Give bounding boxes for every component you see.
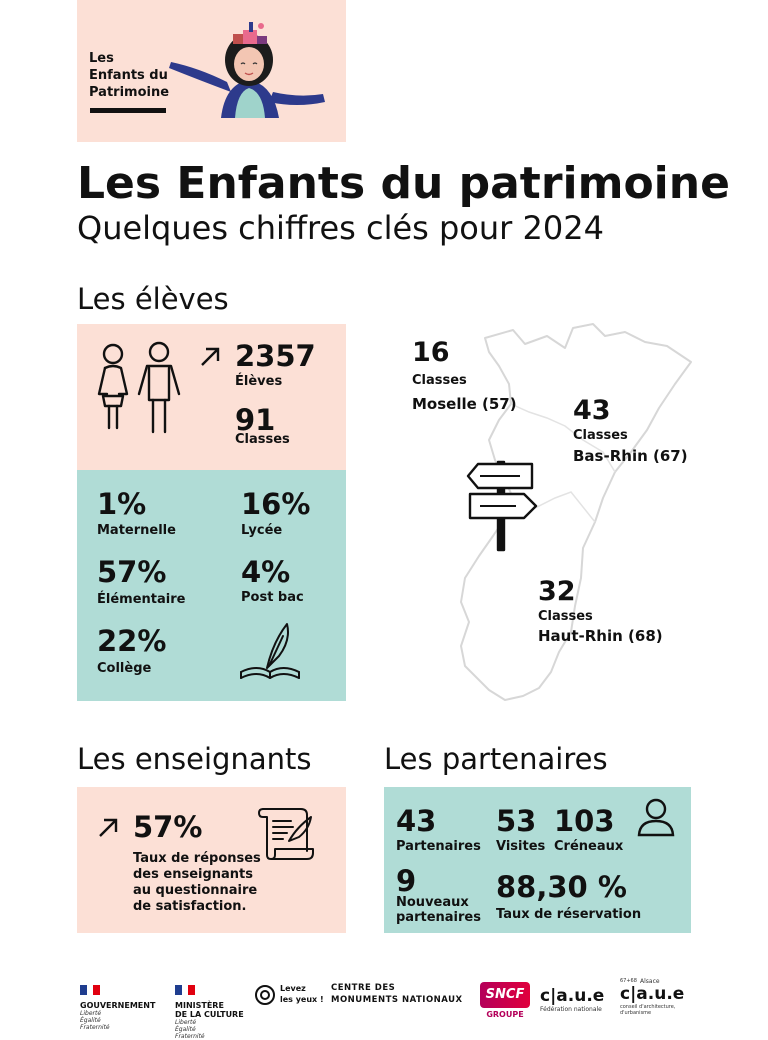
logo-text: Les Enfants du Patrimoine	[89, 50, 169, 101]
level-label-college: Collège	[97, 661, 152, 676]
logo-line: Enfants du	[89, 68, 168, 83]
child-illustration-icon	[169, 22, 325, 118]
caue-alsace-name: c|a.u.e	[620, 984, 685, 1004]
page-title: Les Enfants du patrimoine	[77, 158, 730, 209]
levez-line: les yeux !	[280, 995, 324, 1004]
slots-count: 103	[554, 804, 615, 838]
teachers-desc-line: au questionnaire	[133, 883, 258, 898]
motto-line: Égalité	[80, 1017, 101, 1024]
ministere-name: DE LA CULTURE	[175, 1010, 244, 1019]
partenaires-heading: Les partenaires	[384, 742, 608, 776]
bas-rhin-dept-label: Bas-Rhin (67)	[573, 447, 688, 465]
bas-rhin-count: 43	[573, 395, 611, 426]
teachers-desc-line: de satisfaction.	[133, 899, 247, 914]
enseignants-heading: Les enseignants	[77, 742, 312, 776]
motto-line: Fraternité	[175, 1033, 205, 1040]
sncf-name: SNCF	[480, 982, 530, 1008]
cmn-logo: CENTRE DES MONUMENTS NATIONAUX	[331, 984, 471, 1008]
classes-count: 91	[235, 403, 276, 437]
levez-les-yeux-logo: Levez les yeux !	[254, 982, 324, 1008]
eleves-summary-card: 2357 Élèves 91 Classes	[77, 324, 346, 470]
ministere-culture-logo: MINISTÈRE DE LA CULTURE Liberté Égalité …	[175, 980, 245, 1040]
motto-line: Liberté	[175, 1019, 197, 1026]
cmn-line: MONUMENTS NATIONAUX	[331, 995, 463, 1005]
caue-alsace-sub: d'urbanisme	[620, 1010, 652, 1016]
teachers-desc-line: Taux de réponses	[133, 851, 261, 866]
teachers-desc-line: des enseignants	[133, 867, 254, 882]
school-levels-card: 1% Maternelle 16% Lycée 57% Élémentaire …	[77, 470, 346, 701]
booking-rate-label: Taux de réservation	[496, 907, 642, 922]
caue-name: c|a.u.e	[540, 986, 605, 1006]
booking-rate: 88,30 %	[496, 870, 627, 904]
haut-rhin-classes-label: Classes	[538, 609, 593, 624]
logo-line: Patrimoine	[89, 85, 170, 100]
visits-label: Visites	[496, 839, 546, 854]
caue-sub: Fédération nationale	[540, 1006, 602, 1013]
cmn-line: CENTRE DES	[331, 983, 396, 993]
eye-circle-icon	[255, 985, 275, 1005]
moselle-classes-label: Classes	[412, 373, 467, 388]
level-value-post-bac: 4%	[241, 555, 291, 589]
motto-line: Fraternité	[80, 1024, 110, 1031]
signpost-icon	[466, 460, 538, 552]
new-partners-count: 9	[396, 864, 417, 898]
level-value-elementaire: 57%	[97, 555, 167, 589]
eleves-heading: Les élèves	[77, 282, 229, 316]
logo-underline	[90, 108, 166, 113]
level-value-maternelle: 1%	[97, 487, 147, 521]
book-quill-icon	[240, 623, 300, 679]
moselle-count: 16	[412, 337, 450, 368]
sncf-logo: SNCF GROUPE	[480, 982, 530, 1020]
caue-alsace-top: Alsace	[640, 978, 660, 985]
motto-line: Liberté	[80, 1010, 102, 1017]
level-label-post-bac: Post bac	[241, 590, 304, 605]
ministere-name: MINISTÈRE	[175, 1001, 224, 1010]
caue-alsace-sub: conseil d'architecture,	[620, 1004, 676, 1010]
caue-alsace-logo: 67+68 Alsace c|a.u.e conseil d'architect…	[620, 978, 698, 1024]
partenaires-card: 43 Partenaires 53 Visites 103 Créneaux 9…	[384, 787, 691, 933]
level-label-maternelle: Maternelle	[97, 523, 176, 538]
slots-label: Créneaux	[554, 839, 624, 854]
new-partners-label: Nouveaux	[396, 895, 469, 910]
motto-line: Égalité	[175, 1026, 196, 1033]
classes-label: Classes	[235, 432, 290, 447]
visits-count: 53	[496, 804, 537, 838]
teachers-description: Taux de réponses des enseignants au ques…	[133, 851, 273, 915]
students-label: Élèves	[235, 374, 283, 389]
level-label-elementaire: Élémentaire	[97, 592, 186, 607]
bas-rhin-classes-label: Classes	[573, 428, 628, 443]
page-subtitle: Quelques chiffres clés pour 2024	[77, 209, 604, 247]
increase-arrow-icon	[99, 818, 118, 837]
moselle-dept-label: Moselle (57)	[412, 395, 517, 413]
scroll-quill-icon	[258, 808, 314, 860]
logo-card: Les Enfants du Patrimoine	[77, 0, 346, 142]
level-label-lycee: Lycée	[241, 523, 283, 538]
level-value-lycee: 16%	[241, 487, 311, 521]
enseignants-card: 57% Taux de réponses des enseignants au …	[77, 787, 346, 933]
levez-line: Levez	[280, 984, 306, 993]
haut-rhin-count: 32	[538, 576, 576, 607]
haut-rhin-dept-label: Haut-Rhin (68)	[538, 627, 663, 645]
caue-alsace-prefix: 67+68	[620, 978, 637, 984]
logo-line: Les	[89, 51, 114, 66]
caue-federation-logo: c|a.u.e Fédération nationale	[540, 986, 610, 1016]
french-flag-icon	[175, 985, 195, 995]
partners-count: 43	[396, 804, 437, 838]
new-partners-label: partenaires	[396, 910, 481, 925]
french-flag-icon	[80, 985, 100, 995]
sncf-sub: GROUPE	[486, 1010, 524, 1019]
students-count: 2357	[235, 339, 316, 373]
students-icon	[97, 341, 181, 434]
gouvernement-logo: GOUVERNEMENT Liberté Égalité Fraternité	[80, 980, 164, 1031]
user-icon	[637, 798, 675, 837]
increase-arrow-icon	[201, 347, 220, 366]
gouvernement-name: GOUVERNEMENT	[80, 1001, 156, 1010]
partners-label: Partenaires	[396, 839, 481, 854]
level-value-college: 22%	[97, 624, 167, 658]
teachers-response-rate: 57%	[133, 810, 203, 844]
